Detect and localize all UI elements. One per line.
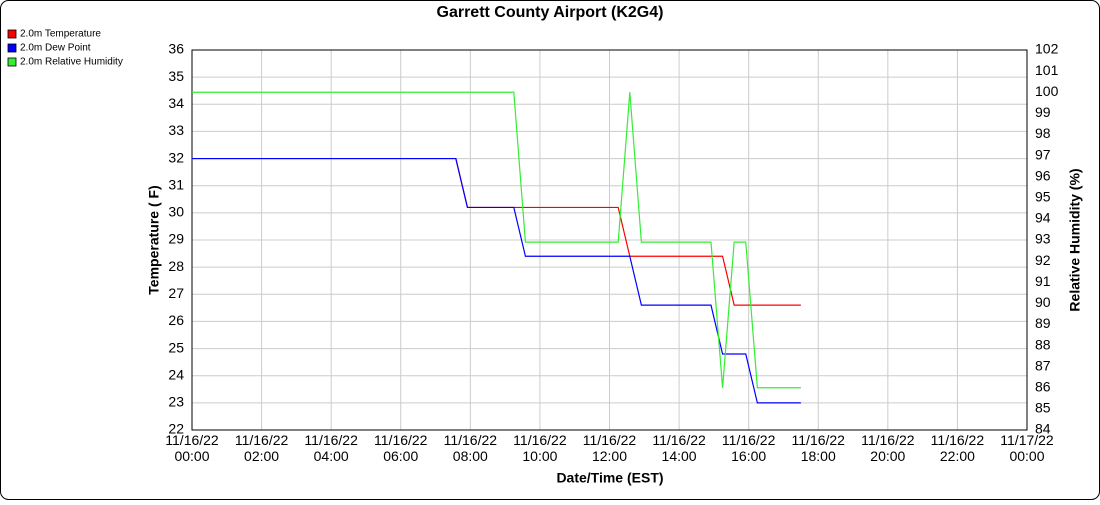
- x-tick-label: 11/16/22 16:00: [722, 432, 776, 464]
- y2-tick-label: 99: [1035, 104, 1051, 120]
- y-tick-label: 28: [168, 258, 184, 274]
- y2-axis-title: Relative Humidity (%): [1067, 168, 1083, 311]
- x-tick-label: 11/16/22 02:00: [235, 432, 289, 464]
- y2-tick-label: 98: [1035, 125, 1051, 141]
- y2-tick-label: 94: [1035, 210, 1051, 226]
- y2-tick-label: 92: [1035, 252, 1051, 268]
- plot-border: [191, 49, 1028, 431]
- x-tick-label: 11/16/22 18:00: [792, 432, 846, 464]
- x-tick-label: 11/16/22 14:00: [652, 432, 706, 464]
- x-tick-label: 11/16/22 00:00: [165, 432, 219, 464]
- y-axis-title: Temperature ( F): [146, 185, 162, 294]
- y2-tick-label: 87: [1035, 357, 1051, 373]
- x-tick-label: 11/16/22 08:00: [444, 432, 498, 464]
- y2-tick-label: 89: [1035, 315, 1051, 331]
- y2-tick-label: 96: [1035, 167, 1051, 183]
- y-tick-label: 29: [168, 231, 184, 247]
- x-tick-label: 11/16/22 10:00: [513, 432, 567, 464]
- y-tick-label: 26: [168, 312, 184, 328]
- series-line: [192, 91, 801, 389]
- legend-swatch: [7, 29, 17, 39]
- y-tick-label: 31: [168, 176, 184, 192]
- series-line: [192, 157, 801, 404]
- y-tick-label: 32: [168, 149, 184, 165]
- y2-tick-label: 100: [1035, 83, 1059, 99]
- y-tick-label: 22: [168, 421, 184, 437]
- y2-tick-label: 95: [1035, 188, 1051, 204]
- x-tick-label: 11/16/22 22:00: [931, 432, 985, 464]
- x-tick-label: 11/17/22 00:00: [1000, 432, 1054, 464]
- y-tick-label: 34: [168, 95, 184, 111]
- y2-tick-label: 101: [1035, 62, 1059, 78]
- y2-tick-label: 86: [1035, 378, 1051, 394]
- chart-title: Garrett County Airport (K2G4): [437, 4, 664, 21]
- x-axis-title: Date/Time (EST): [556, 470, 663, 486]
- y2-tick-label: 97: [1035, 146, 1051, 162]
- legend-label: 2.0m Relative Humidity: [20, 57, 123, 68]
- x-tick-label: 11/16/22 20:00: [861, 432, 915, 464]
- y2-tick-label: 84: [1035, 421, 1051, 437]
- y2-tick-label: 88: [1035, 336, 1051, 352]
- y2-tick-label: 102: [1035, 41, 1059, 57]
- y-tick-label: 25: [168, 339, 184, 355]
- x-tick-label: 11/16/22 12:00: [583, 432, 637, 464]
- y2-tick-label: 91: [1035, 273, 1051, 289]
- y-tick-label: 27: [168, 285, 184, 301]
- x-tick-label: 11/16/22 06:00: [374, 432, 428, 464]
- y2-tick-label: 85: [1035, 400, 1051, 416]
- y-tick-label: 30: [168, 204, 184, 220]
- legend-swatch: [7, 57, 17, 67]
- y2-tick-label: 90: [1035, 294, 1051, 310]
- legend-swatch: [7, 43, 17, 53]
- legend-label: 2.0m Temperature: [20, 29, 101, 40]
- y-tick-label: 24: [168, 366, 184, 382]
- x-tick-label: 11/16/22 04:00: [304, 432, 358, 464]
- y-tick-label: 33: [168, 122, 184, 138]
- y-tick-label: 23: [168, 394, 184, 410]
- legend-label: 2.0m Dew Point: [20, 43, 91, 54]
- y-tick-label: 36: [168, 41, 184, 57]
- y-tick-label: 35: [168, 68, 184, 84]
- y2-tick-label: 93: [1035, 231, 1051, 247]
